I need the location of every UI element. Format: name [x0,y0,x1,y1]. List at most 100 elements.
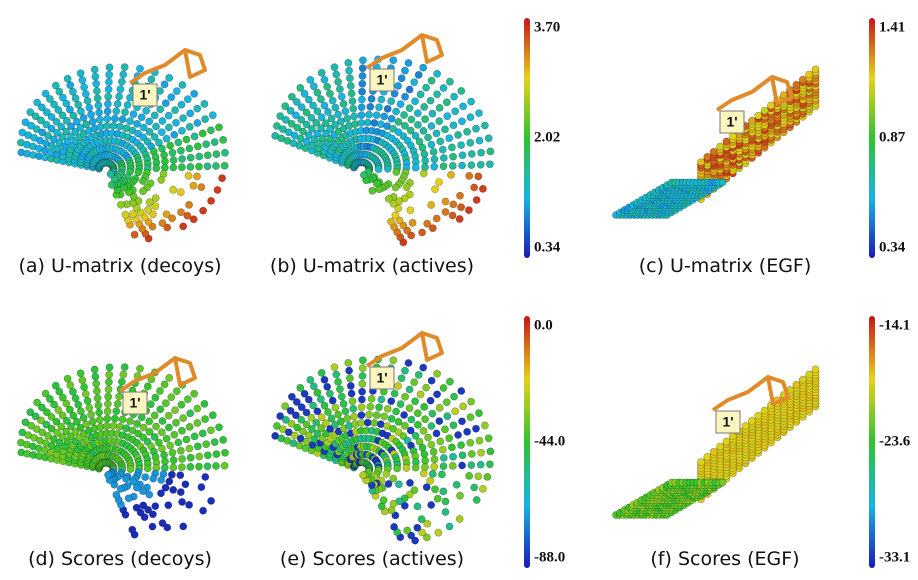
sphere [792,80,801,89]
sphere [44,131,52,140]
sphere [389,474,398,483]
sphere [66,381,75,390]
sphere [186,453,195,462]
sphere [450,92,458,101]
sphere [161,399,170,408]
sphere [445,434,454,443]
sphere [42,420,51,429]
sphere [41,89,50,98]
sphere [103,107,112,116]
sphere [169,163,178,172]
labels: (a) U-matrix (decoys) (b) U-matrix (activ… [18,18,911,570]
sphere [445,522,454,531]
sphere [185,422,194,431]
sphere [419,469,428,478]
sphere [197,183,206,191]
sphere [697,158,705,166]
sphere [433,90,441,99]
sphere [327,414,336,423]
sphere [195,162,203,171]
colorbar [524,316,530,568]
sphere [144,505,152,514]
sphere [91,72,100,81]
sphere [169,185,178,194]
sphere [420,450,429,459]
sphere [95,408,103,417]
sphere [111,114,119,123]
sphere [417,515,426,524]
sphere [26,408,35,417]
sphere [367,394,376,403]
sphere [160,163,169,172]
sphere [143,382,152,391]
sphere [413,523,422,532]
sphere [55,87,64,96]
sphere [416,90,425,99]
sphere [392,407,400,416]
sphere [212,150,221,158]
sphere [293,123,302,132]
sphere [418,443,427,452]
sphere [76,69,85,78]
sphere [296,383,305,392]
sphere [411,131,420,140]
sphere [438,145,447,154]
sphere [150,433,159,441]
sphere [465,171,474,180]
sphere [112,490,121,499]
sphere [193,142,202,151]
sphere [357,111,366,120]
sphere [27,421,35,430]
sphere [27,121,35,130]
sphere [47,424,56,433]
sphere [71,427,80,436]
sphere [304,395,313,404]
sphere [413,121,422,129]
sphere [67,432,75,441]
sphere [320,101,329,110]
sphere [200,100,209,108]
sphere [359,471,367,480]
sphere [332,370,341,379]
sphere [54,406,63,414]
sphere [195,452,204,461]
sphere [326,424,335,433]
sphere [452,480,461,489]
sphere [414,71,423,79]
sphere [805,70,813,79]
sphere [118,415,127,424]
sphere [317,368,326,377]
sphere [137,413,146,422]
sphere [128,426,137,435]
sphere [419,126,428,135]
sphere [414,370,423,379]
sphere [306,375,315,384]
sphere [322,129,330,138]
sphere [178,455,186,463]
sphere [428,409,437,418]
sphere [42,120,51,129]
marker-box [715,410,741,434]
sphere [748,416,756,425]
sphere [69,411,78,420]
sphere [423,519,432,528]
sphere [447,170,455,179]
sphere [212,462,220,470]
sphere [399,221,408,230]
sphere [405,490,414,499]
sphere [77,407,85,416]
sphere [439,384,448,392]
sphere [168,214,176,223]
sphere [307,113,316,122]
sphere [93,387,101,395]
sphere [433,494,442,503]
sphere [392,107,400,116]
sphere [485,460,494,469]
sphere [80,83,88,91]
sphere [139,501,148,510]
sphere [292,398,301,406]
sphere [116,484,125,493]
sphere [32,125,41,134]
sphere [120,363,129,371]
sphere [93,94,102,103]
